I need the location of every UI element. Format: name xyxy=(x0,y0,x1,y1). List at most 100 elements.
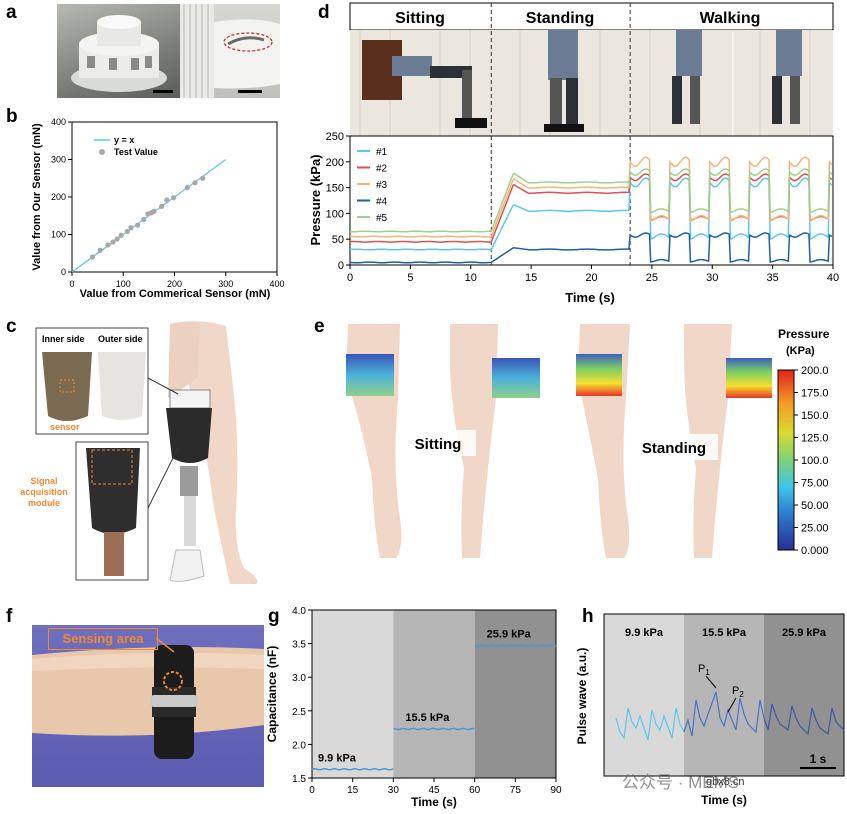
watermark-site: gbx8.cn xyxy=(706,776,745,788)
colorbar-tick-label: 25.00 xyxy=(801,523,829,535)
chart-g-ytick-label: 3.5 xyxy=(292,640,306,651)
colorbar xyxy=(777,369,795,551)
pylon xyxy=(184,496,196,546)
chart-g-ylabel: Capacitance (nF) xyxy=(265,646,279,743)
panel-label-b: b xyxy=(6,106,18,127)
chart-d-frame xyxy=(349,135,834,266)
chart-b-ytick-label: 400 xyxy=(51,117,66,127)
heatmap-standing-front xyxy=(576,354,622,396)
h-p2-label: P2 xyxy=(732,685,744,699)
inner-side-label: Inner side xyxy=(42,334,85,344)
colorbar-tick-label: 75.00 xyxy=(801,478,829,490)
outer-side-label: Outer side xyxy=(98,334,143,344)
inner-side-photo xyxy=(42,352,92,421)
chart-b-point xyxy=(192,180,198,186)
chart-g-xlabel: Time (s) xyxy=(411,795,457,809)
chart-g-ytick-label: 3.0 xyxy=(292,673,306,684)
chart-b-legend-yx: y = x xyxy=(114,135,134,145)
panel-label-d: d xyxy=(318,2,330,23)
panel-e-illustration: Sitting Standing Pressure (KPa) 200.0 175… xyxy=(346,324,830,558)
chart-d-ytick-label: 250 xyxy=(326,131,344,143)
chart-g-bg-band xyxy=(474,610,556,778)
chart-b-point xyxy=(141,216,147,223)
h-bg-1 xyxy=(604,614,684,776)
chart-g-ytick-label: 4.0 xyxy=(292,606,306,617)
colorbar-tick-label: 100.0 xyxy=(801,455,829,467)
module-socket xyxy=(86,448,140,534)
chart-d-ytick-label: 200 xyxy=(326,157,344,169)
chart-g-series-line xyxy=(393,727,475,731)
photo-strip xyxy=(350,30,833,136)
chart-b-point xyxy=(114,236,120,242)
chart-g-ytick-label: 1.5 xyxy=(292,774,306,785)
chart-d-legend-label: #3 xyxy=(376,180,388,191)
h-wave-2 xyxy=(683,691,765,737)
chart-b-point xyxy=(97,247,103,253)
chart-g-series-line xyxy=(474,644,557,647)
heatmap-sitting-back xyxy=(492,358,540,398)
phase-standing: Standing xyxy=(526,10,594,27)
chart-h: 9.9 kPa 15.5 kPa 25.9 kPa P1 P2 1 s Time… xyxy=(575,613,845,807)
chart-d-ytick-label: 100 xyxy=(326,208,344,220)
chart-d-xtick-label: 0 xyxy=(347,272,353,284)
signal-label-3: module xyxy=(28,498,60,508)
h-seg-label-2: 15.5 kPa xyxy=(702,627,747,639)
colorbar-tick-label: 175.0 xyxy=(801,388,829,400)
chart-g-xtick-label: 45 xyxy=(428,785,440,796)
chart-d-ytick-label: 0 xyxy=(338,260,344,272)
chart-b-xtick-label: 200 xyxy=(167,279,182,289)
inset-connector-bottom xyxy=(147,447,179,509)
chart-d: Sitting Standing Walking 0 5 10 15 20 25 30 35 4… xyxy=(308,2,839,305)
pylon-joint xyxy=(180,466,198,496)
chart-h-frame xyxy=(603,613,845,777)
standing-label-box xyxy=(630,434,718,460)
chart-b-xtick-label: 0 xyxy=(69,279,74,289)
chart-d-series-line xyxy=(349,232,833,264)
chart-b-legend-dot xyxy=(99,149,105,155)
colorbar-unit: (KPa) xyxy=(786,345,815,357)
chart-g-xtick-label: 90 xyxy=(550,785,562,796)
chart-d-xtick-label: 30 xyxy=(706,272,718,284)
colorbar-tick-label: 200.0 xyxy=(801,365,829,377)
sensing-area-label: Sensing area xyxy=(48,628,158,650)
panel-label-g: g xyxy=(268,606,280,627)
colorbar-tick-label: 150.0 xyxy=(801,410,829,422)
h-p1-label: P1 xyxy=(698,663,710,677)
chart-h-xlabel: Time (s) xyxy=(701,793,747,807)
chart-d-xtick-label: 20 xyxy=(585,272,597,284)
chart-d-series-line xyxy=(350,173,833,243)
chart-b-xlabel: Value from Commerical Sensor (mN) xyxy=(80,288,271,300)
chart-b-xtick-label: 100 xyxy=(116,279,131,289)
chart-g: 0 15 30 45 60 75 90 1.5 2.0 2.5 3.0 3.5 4.0 9.9 kPa 1… xyxy=(265,606,562,809)
chart-g-seg-label: 9.9 kPa xyxy=(318,752,357,764)
chart-g-xtick-label: 30 xyxy=(388,785,400,796)
heatmap-sitting-front xyxy=(346,354,394,396)
thigh-left xyxy=(168,321,200,398)
panel-label-a: a xyxy=(6,2,17,23)
chart-d-series-line xyxy=(349,156,833,238)
heatmap-standing-back xyxy=(726,358,772,398)
phase-sitting: Sitting xyxy=(395,10,445,27)
h-seg-label-1: 9.9 kPa xyxy=(625,627,664,639)
chart-d-legend-label: #4 xyxy=(376,197,388,208)
chart-b-xtick-label: 300 xyxy=(218,279,233,289)
socket xyxy=(166,408,212,463)
h-wave-3 xyxy=(763,703,845,736)
chart-d-legend-label: #5 xyxy=(376,213,388,224)
h-seg-label-3: 25.9 kPa xyxy=(782,627,827,639)
chart-b: 0 100 200 300 400 0 100 200 300 400 y = x Test V… xyxy=(31,117,285,300)
sensor-cap-illustration xyxy=(71,15,173,93)
chart-b-point xyxy=(135,222,141,228)
chart-b-ytick-label: 200 xyxy=(51,192,66,202)
chart-b-ytick-label: 300 xyxy=(51,155,66,165)
watermark-text: 公众号 · MEMS xyxy=(622,773,740,792)
chart-b-point xyxy=(170,195,177,201)
sitting-label: Sitting xyxy=(415,436,462,453)
chart-b-point xyxy=(118,232,124,238)
sensor-side-illustration xyxy=(180,4,280,98)
chart-d-xtick-label: 5 xyxy=(407,272,413,284)
chart-d-ylabel: Pressure (kPa) xyxy=(308,154,323,245)
chart-d-xtick-label: 15 xyxy=(525,272,537,284)
chart-b-point xyxy=(151,208,157,214)
chart-d-ytick-label: 150 xyxy=(326,183,344,195)
